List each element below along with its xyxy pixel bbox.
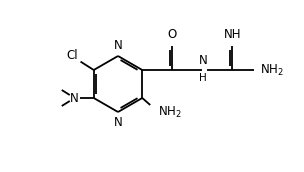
- Text: NH$_2$: NH$_2$: [260, 62, 284, 78]
- Text: N: N: [199, 54, 208, 67]
- Text: N: N: [114, 39, 123, 52]
- Text: N: N: [114, 116, 123, 129]
- Text: Cl: Cl: [66, 49, 78, 62]
- Text: NH: NH: [223, 28, 241, 41]
- Text: H: H: [199, 73, 207, 83]
- Text: NH$_2$: NH$_2$: [158, 104, 182, 120]
- Text: O: O: [168, 28, 177, 41]
- Text: N: N: [69, 92, 78, 105]
